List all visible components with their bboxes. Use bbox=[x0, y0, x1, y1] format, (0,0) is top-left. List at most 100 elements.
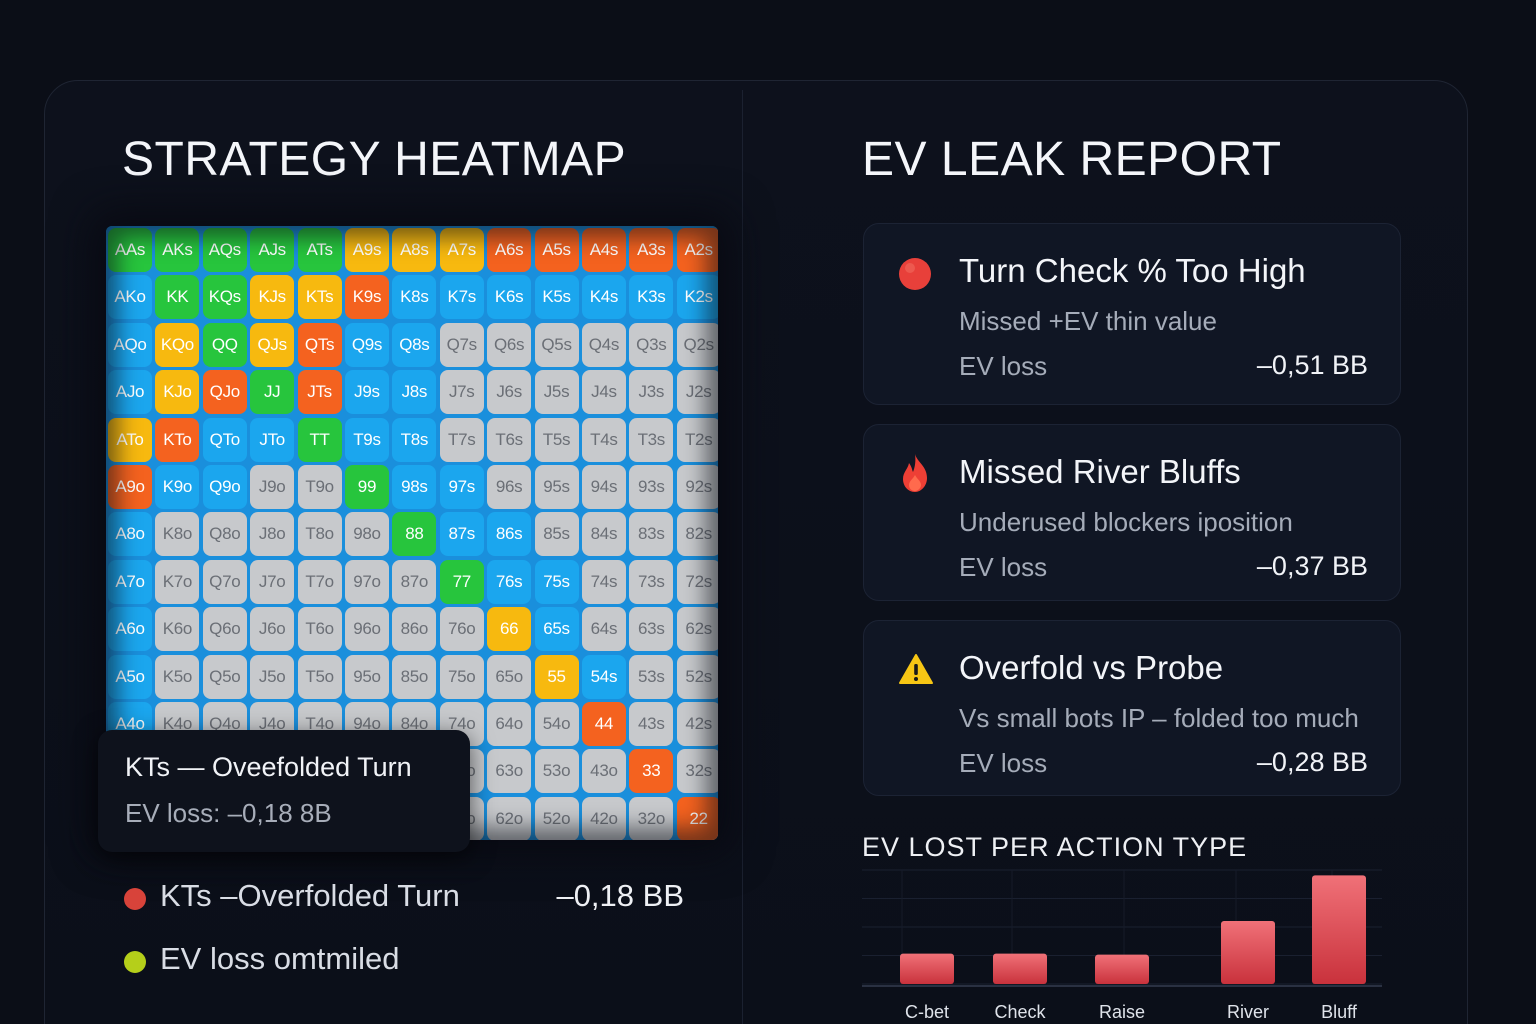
hand-cell-KJs[interactable]: KJs bbox=[250, 275, 295, 320]
hand-cell-K5o[interactable]: K5o bbox=[155, 654, 200, 699]
hand-cell-65s[interactable]: 65s bbox=[534, 607, 579, 652]
hand-cell-K6o[interactable]: K6o bbox=[155, 607, 200, 652]
hand-cell-64s[interactable]: 64s bbox=[581, 607, 626, 652]
hand-cell-43s[interactable]: 43s bbox=[629, 701, 674, 746]
hand-cell-K9s[interactable]: K9s bbox=[344, 275, 389, 320]
hand-cell-86s[interactable]: 86s bbox=[487, 512, 532, 557]
bar-raise[interactable] bbox=[1095, 954, 1149, 984]
hand-cell-76s[interactable]: 76s bbox=[487, 559, 532, 604]
hand-cell-65o[interactable]: 65o bbox=[487, 654, 532, 699]
hand-cell-Q6o[interactable]: Q6o bbox=[202, 607, 247, 652]
hand-cell-ATo[interactable]: ATo bbox=[108, 417, 152, 462]
hand-cell-J4s[interactable]: J4s bbox=[581, 370, 626, 415]
hand-cell-95o[interactable]: 95o bbox=[344, 654, 389, 699]
hand-cell-87s[interactable]: 87s bbox=[439, 512, 484, 557]
hand-cell-Q8o[interactable]: Q8o bbox=[202, 512, 247, 557]
hand-cell-AQo[interactable]: AQo bbox=[108, 322, 152, 367]
hand-cell-86o[interactable]: 86o bbox=[392, 607, 437, 652]
hand-cell-QQ[interactable]: QQ bbox=[202, 322, 247, 367]
leak-card-river-bluffs[interactable]: Missed River Bluffs Underused blockers i… bbox=[863, 424, 1401, 601]
hand-cell-J5o[interactable]: J5o bbox=[250, 654, 295, 699]
hand-cell-A8o[interactable]: A8o bbox=[108, 512, 152, 557]
hand-cell-A6s[interactable]: A6s bbox=[487, 228, 532, 272]
hand-cell-54s[interactable]: 54s bbox=[581, 654, 626, 699]
hand-cell-J6s[interactable]: J6s bbox=[487, 370, 532, 415]
hand-cell-K8o[interactable]: K8o bbox=[155, 512, 200, 557]
hand-cell-T8s[interactable]: T8s bbox=[392, 417, 437, 462]
hand-cell-T3s[interactable]: T3s bbox=[629, 417, 674, 462]
hand-cell-52o[interactable]: 52o bbox=[534, 796, 579, 840]
hand-cell-43o[interactable]: 43o bbox=[581, 749, 626, 794]
hand-cell-Q7s[interactable]: Q7s bbox=[439, 322, 484, 367]
hand-cell-A6o[interactable]: A6o bbox=[108, 607, 152, 652]
hand-cell-K3s[interactable]: K3s bbox=[629, 275, 674, 320]
hand-cell-Q2s[interactable]: Q2s bbox=[676, 322, 718, 367]
hand-cell-92s[interactable]: 92s bbox=[676, 464, 718, 509]
leak-card-turn-check[interactable]: Turn Check % Too High Missed +EV thin va… bbox=[863, 223, 1401, 405]
hand-cell-K7o[interactable]: K7o bbox=[155, 559, 200, 604]
hand-cell-Q9o[interactable]: Q9o bbox=[202, 464, 247, 509]
hand-cell-Q6s[interactable]: Q6s bbox=[487, 322, 532, 367]
hand-cell-52s[interactable]: 52s bbox=[676, 654, 718, 699]
hand-cell-J9s[interactable]: J9s bbox=[344, 370, 389, 415]
hand-cell-55[interactable]: 55 bbox=[534, 654, 579, 699]
hand-cell-53o[interactable]: 53o bbox=[534, 749, 579, 794]
hand-cell-95s[interactable]: 95s bbox=[534, 464, 579, 509]
hand-cell-J7o[interactable]: J7o bbox=[250, 559, 295, 604]
hand-cell-K7s[interactable]: K7s bbox=[439, 275, 484, 320]
hand-cell-85s[interactable]: 85s bbox=[534, 512, 579, 557]
hand-cell-85o[interactable]: 85o bbox=[392, 654, 437, 699]
bar-river[interactable] bbox=[1221, 921, 1275, 984]
hand-cell-A5o[interactable]: A5o bbox=[108, 654, 152, 699]
hand-cell-96s[interactable]: 96s bbox=[487, 464, 532, 509]
hand-cell-A9s[interactable]: A9s bbox=[344, 228, 389, 272]
hand-cell-53s[interactable]: 53s bbox=[629, 654, 674, 699]
hand-cell-T5o[interactable]: T5o bbox=[297, 654, 342, 699]
bar-bluff[interactable] bbox=[1312, 875, 1366, 984]
hand-cell-T2s[interactable]: T2s bbox=[676, 417, 718, 462]
hand-cell-A3s[interactable]: A3s bbox=[629, 228, 674, 272]
hand-cell-A4s[interactable]: A4s bbox=[581, 228, 626, 272]
hand-cell-32s[interactable]: 32s bbox=[676, 749, 718, 794]
hand-cell-JJ[interactable]: JJ bbox=[250, 370, 295, 415]
hand-cell-T7s[interactable]: T7s bbox=[439, 417, 484, 462]
hand-cell-T7o[interactable]: T7o bbox=[297, 559, 342, 604]
hand-cell-64o[interactable]: 64o bbox=[487, 701, 532, 746]
hand-cell-93s[interactable]: 93s bbox=[629, 464, 674, 509]
hand-cell-A9o[interactable]: A9o bbox=[108, 464, 152, 509]
hand-cell-Q4s[interactable]: Q4s bbox=[581, 322, 626, 367]
hand-cell-87o[interactable]: 87o bbox=[392, 559, 437, 604]
hand-cell-Q3s[interactable]: Q3s bbox=[629, 322, 674, 367]
hand-cell-AAs[interactable]: AAs bbox=[108, 228, 152, 272]
hand-cell-74s[interactable]: 74s bbox=[581, 559, 626, 604]
hand-cell-A5s[interactable]: A5s bbox=[534, 228, 579, 272]
hand-cell-42o[interactable]: 42o bbox=[581, 796, 626, 840]
hand-cell-J8o[interactable]: J8o bbox=[250, 512, 295, 557]
hand-cell-98o[interactable]: 98o bbox=[344, 512, 389, 557]
hand-cell-T6s[interactable]: T6s bbox=[487, 417, 532, 462]
hand-cell-K2s[interactable]: K2s bbox=[676, 275, 718, 320]
hand-cell-32o[interactable]: 32o bbox=[629, 796, 674, 840]
hand-cell-42s[interactable]: 42s bbox=[676, 701, 718, 746]
hand-cell-KQo[interactable]: KQo bbox=[155, 322, 200, 367]
hand-cell-99[interactable]: 99 bbox=[344, 464, 389, 509]
hand-cell-88[interactable]: 88 bbox=[392, 512, 437, 557]
hand-cell-Q5s[interactable]: Q5s bbox=[534, 322, 579, 367]
hand-cell-83s[interactable]: 83s bbox=[629, 512, 674, 557]
hand-cell-63s[interactable]: 63s bbox=[629, 607, 674, 652]
hand-cell-22[interactable]: 22 bbox=[676, 796, 718, 840]
hand-cell-T9s[interactable]: T9s bbox=[344, 417, 389, 462]
hand-cell-72s[interactable]: 72s bbox=[676, 559, 718, 604]
hand-cell-63o[interactable]: 63o bbox=[487, 749, 532, 794]
leak-card-overfold-probe[interactable]: Overfold vs Probe Vs small bots IP – fol… bbox=[863, 620, 1401, 796]
hand-cell-QTs[interactable]: QTs bbox=[297, 322, 342, 367]
bar-c-bet[interactable] bbox=[900, 953, 954, 984]
hand-cell-96o[interactable]: 96o bbox=[344, 607, 389, 652]
hand-cell-KJo[interactable]: KJo bbox=[155, 370, 200, 415]
hand-cell-AJo[interactable]: AJo bbox=[108, 370, 152, 415]
hand-cell-73s[interactable]: 73s bbox=[629, 559, 674, 604]
hand-cell-Q7o[interactable]: Q7o bbox=[202, 559, 247, 604]
hand-cell-AQs[interactable]: AQs bbox=[202, 228, 247, 272]
hand-cell-98s[interactable]: 98s bbox=[392, 464, 437, 509]
hand-cell-J6o[interactable]: J6o bbox=[250, 607, 295, 652]
